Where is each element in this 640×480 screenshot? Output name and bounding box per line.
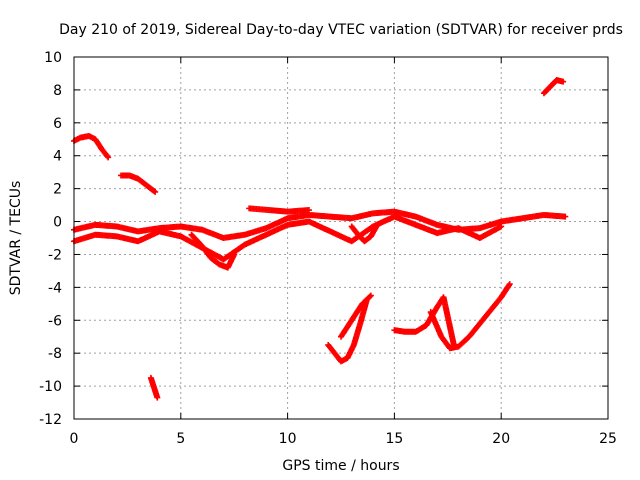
x-tick-label: 5 bbox=[176, 431, 185, 447]
grid-lines bbox=[74, 57, 608, 419]
y-tick-label: -8 bbox=[48, 346, 62, 362]
y-tick-label: 6 bbox=[53, 116, 62, 132]
data-point-track-dip-a bbox=[231, 251, 238, 258]
y-tick-label: 0 bbox=[53, 215, 62, 231]
data-point-track-low-spike bbox=[154, 394, 161, 401]
x-tick-label: 15 bbox=[385, 431, 403, 447]
x-axis-label: GPS time / hours bbox=[282, 458, 399, 474]
x-axis-ticks: 0 5 10 15 20 25 bbox=[70, 57, 617, 447]
data-point-track-baseline-b bbox=[498, 223, 505, 230]
data-point-track-baseline-a bbox=[562, 213, 569, 220]
data-point-track-upper-right bbox=[560, 78, 567, 85]
y-tick-label: 2 bbox=[53, 182, 62, 198]
data-point-track-upper-left bbox=[105, 154, 112, 161]
data-point-track-neg-b bbox=[367, 292, 374, 299]
data-point-track-dip-b bbox=[374, 221, 381, 228]
data-point-track-neg-d bbox=[506, 281, 513, 288]
y-tick-label: -2 bbox=[48, 247, 62, 263]
y-tick-label: 8 bbox=[53, 83, 62, 99]
x-tick-label: 0 bbox=[70, 431, 79, 447]
y-axis-label: SDTVAR / TECUs bbox=[8, 181, 24, 296]
data-point-track-mid-left bbox=[152, 188, 159, 195]
chart-title: Day 210 of 2019, Sidereal Day-to-day VTE… bbox=[59, 22, 623, 38]
y-tick-label: 10 bbox=[44, 50, 62, 66]
data-point-track-isolated bbox=[305, 207, 312, 214]
x-tick-label: 20 bbox=[492, 431, 510, 447]
data-point-track-mid-left bbox=[151, 188, 158, 195]
y-tick-label: -12 bbox=[39, 412, 62, 428]
y-axis-ticks: -12 -10 -8 -6 -4 -2 0 2 4 6 8 10 bbox=[39, 50, 608, 428]
data-point-track-upper-left bbox=[104, 153, 111, 160]
y-tick-label: -10 bbox=[39, 379, 62, 395]
x-tick-label: 25 bbox=[599, 431, 617, 447]
data-point-track-neg-b bbox=[366, 293, 373, 300]
y-tick-label: 4 bbox=[53, 149, 62, 165]
plot-frame bbox=[73, 56, 609, 420]
x-tick-label: 10 bbox=[279, 431, 297, 447]
y-tick-label: -4 bbox=[48, 280, 62, 296]
data-points bbox=[71, 77, 569, 401]
y-tick-label: -6 bbox=[48, 313, 62, 329]
